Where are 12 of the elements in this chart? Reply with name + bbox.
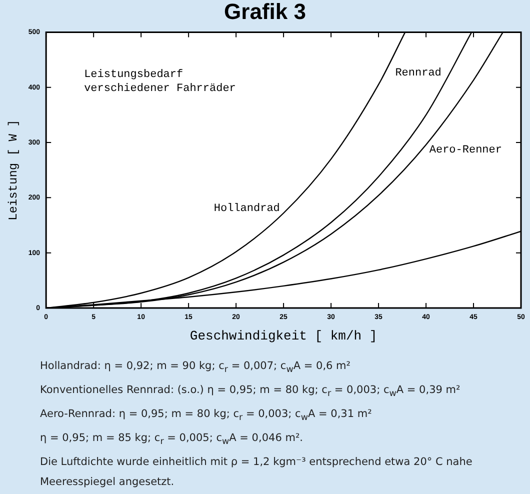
chart-title: Grafik 3 [223,0,307,24]
text: Konventionelles Rennrad: (s.o.) η = 0,95; m = 80 kg; c$_{r}$ = 0,003; c$_{w}$A = 0,39 m² [40,383,462,402]
text: η = 0,95; m = 85 kg; c$_{r}$ = 0,005; c$_{w}$A = 0,046 m². [40,431,304,450]
series-label: Hollandrad [214,203,280,216]
text: Die Luftdichte wurde einheitlich mit ρ = 1,2 kgm⁻³ entsprechend etwa 20° C nahe Meeresspiegel angesetzt. [40,455,474,490]
x-axis-title: Geschwindigkeit [ km/h ] [190,328,378,344]
series-label: Rennrad [395,67,442,80]
text: Hollandrad: η = 0,92; m = 90 kg; c$_{r}$ = 0,007; c$_{w}$A = 0,6 m² [40,359,352,378]
series-label: Aero-Renner [429,144,502,157]
annotation: Leistungsbedarf verschiedener Fahrräder [84,69,236,96]
text: Aero-Rennrad: η = 0,95; m = 80 kg; c$_{r}$ = 0,003; c$_{w}$A = 0,31 m² [40,407,373,426]
y-axis-title: Leistung [ W ] [6,120,20,221]
